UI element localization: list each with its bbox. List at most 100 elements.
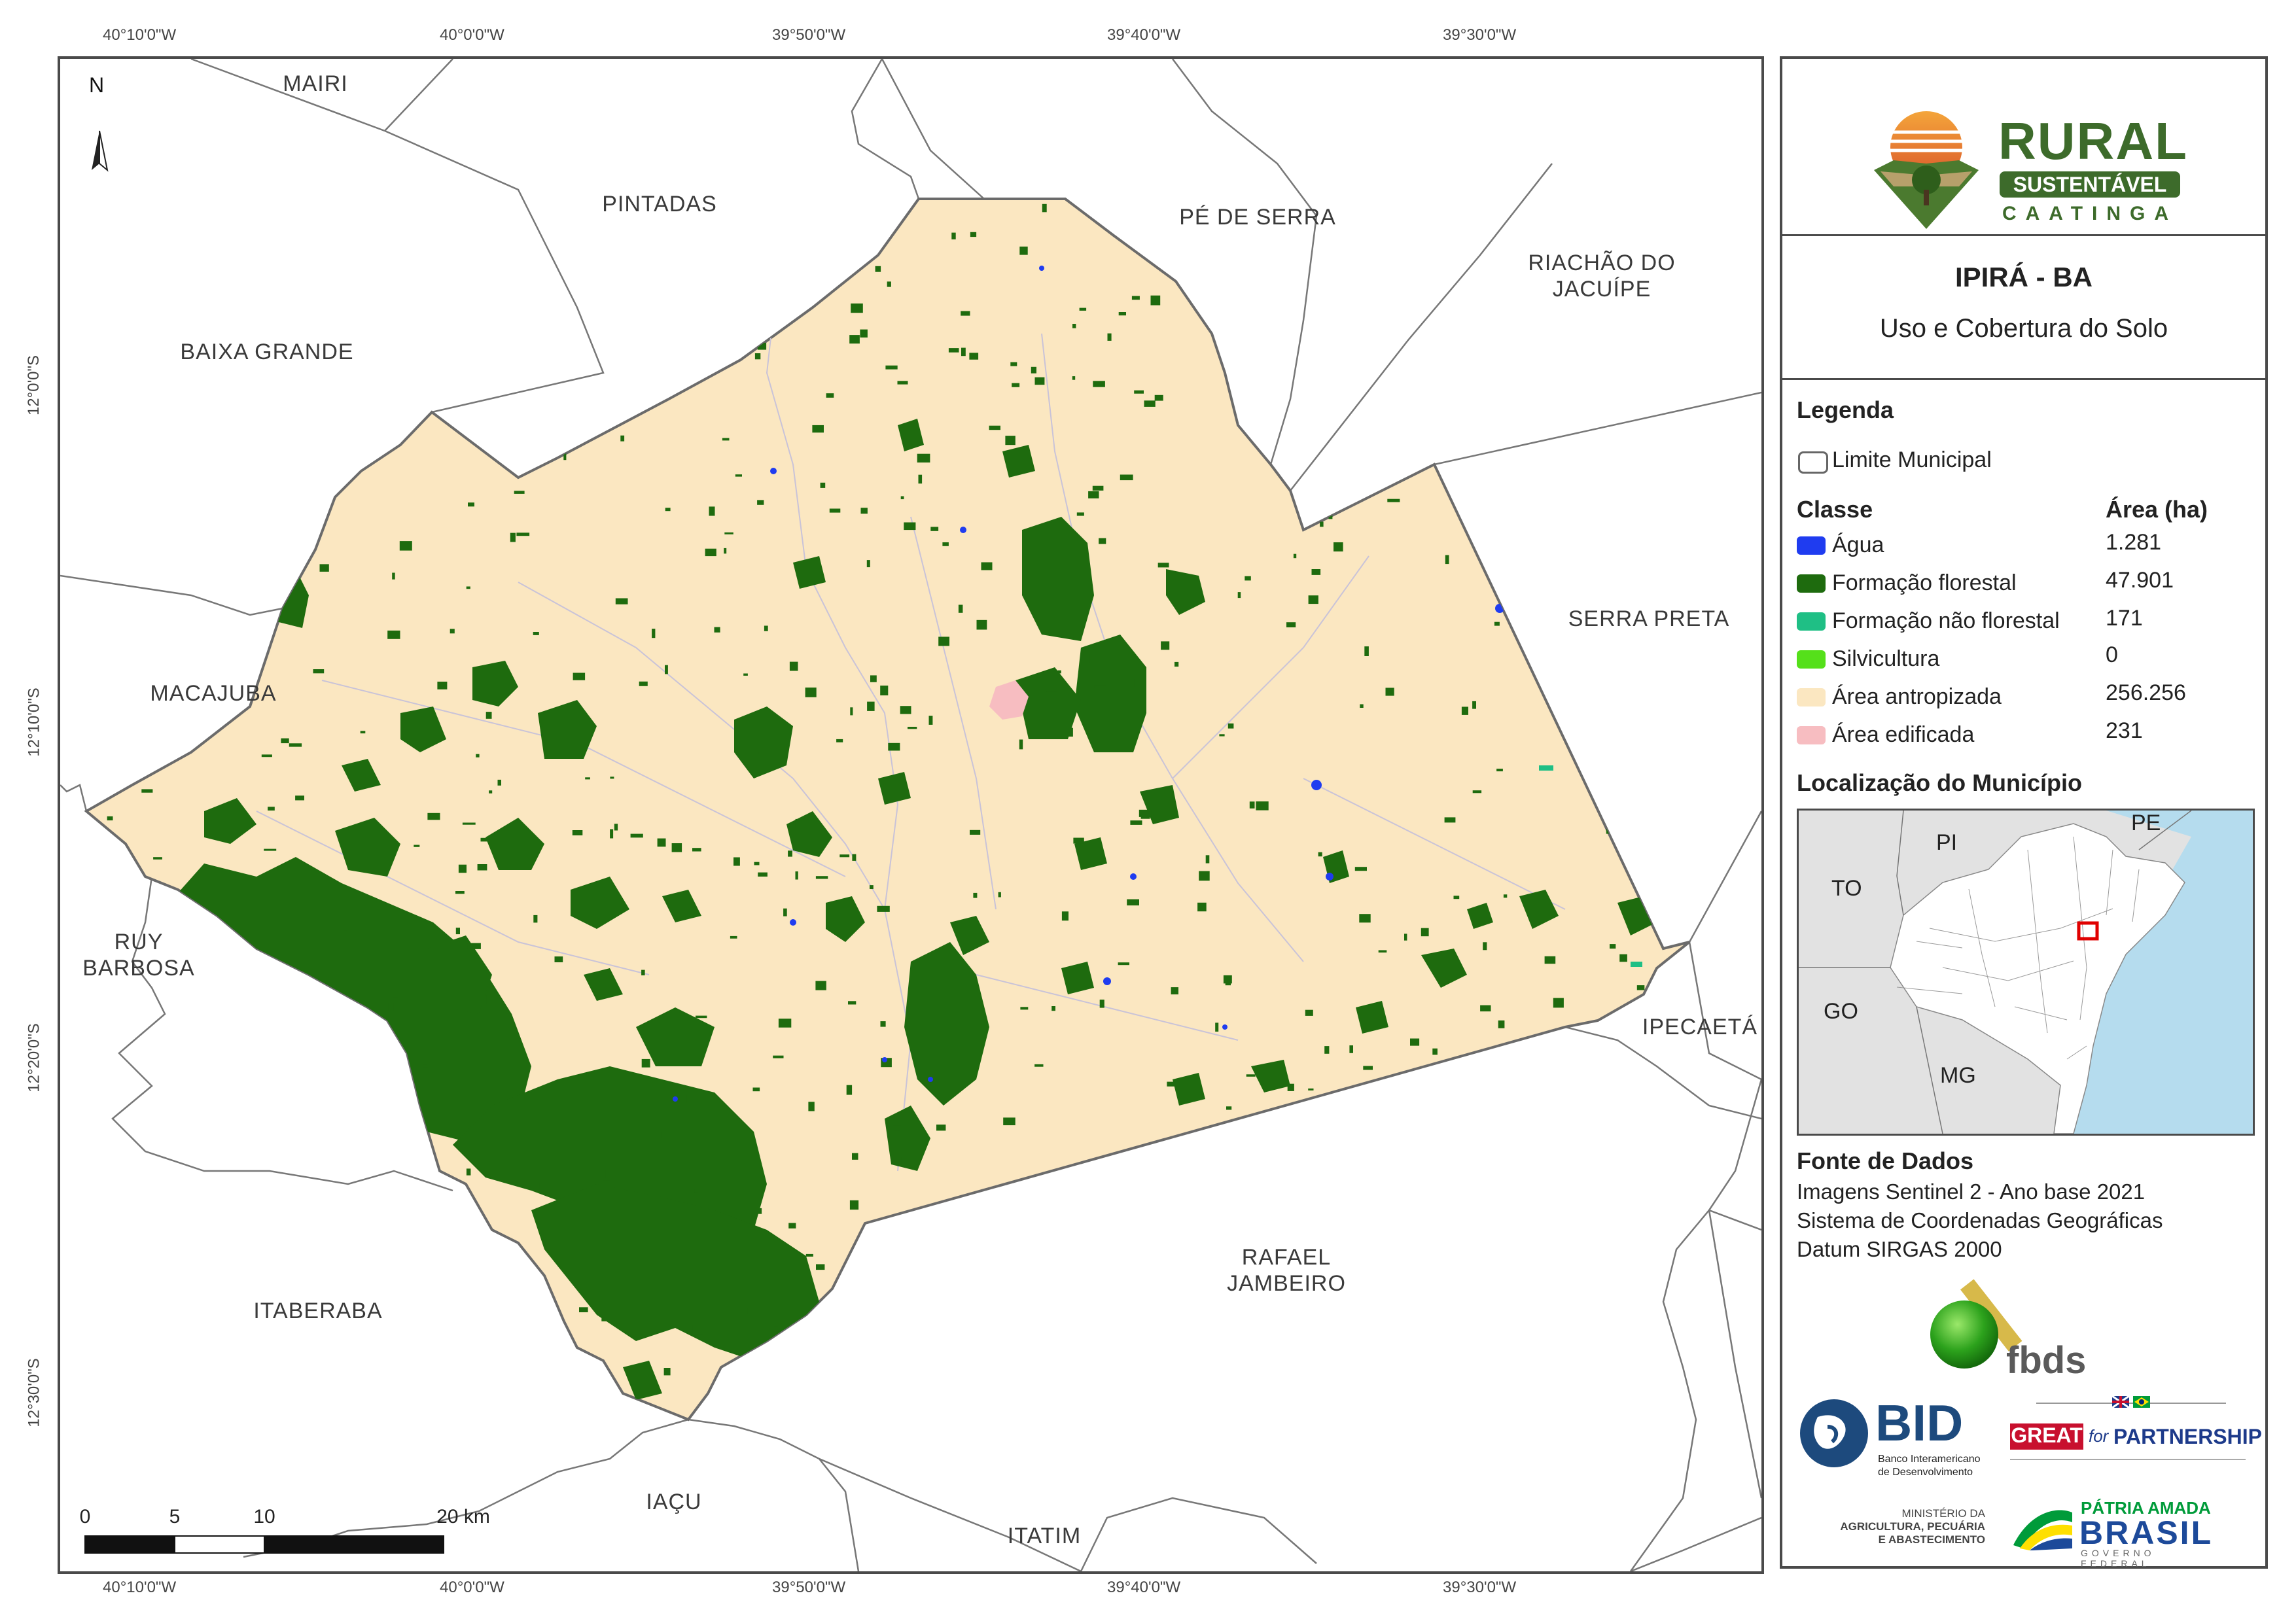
label-riachao-1: RIACHÃO DO (1528, 251, 1676, 275)
forest-patch (1636, 985, 1645, 990)
label-rafael-1: RAFAEL (1241, 1245, 1332, 1270)
fbds-logo: fbds (1926, 1276, 2096, 1382)
forest-patch (815, 876, 828, 879)
forest-patch (812, 425, 824, 433)
for-text: for (2089, 1426, 2109, 1446)
forest-patch (203, 945, 216, 951)
forest-patch (1076, 512, 1084, 516)
forest-patch (1308, 1088, 1314, 1091)
forest-patch (395, 1375, 400, 1384)
flags-divider (2036, 1403, 2226, 1404)
forest-patch (1003, 1117, 1016, 1126)
forest-patch (705, 548, 716, 557)
forest-patch (1354, 867, 1367, 871)
forest-patch (360, 731, 366, 734)
great-text: GREAT (2011, 1423, 2083, 1447)
forest-patch (287, 580, 295, 590)
forest-patch (1483, 942, 1487, 951)
forest-patch (563, 453, 567, 461)
forest-patch (477, 1357, 482, 1365)
forest-patch (480, 837, 489, 842)
forest-patch (387, 630, 400, 639)
forest-patch (1041, 1347, 1046, 1356)
forest-patch (1061, 911, 1069, 921)
ipira-municipality[interactable] (84, 198, 1691, 1422)
forest-patch (149, 474, 161, 477)
forest-patch (1392, 1149, 1396, 1154)
scale-label-20: 20 km (436, 1506, 490, 1527)
forest-patch (121, 239, 129, 247)
forest-patch (1150, 295, 1161, 305)
forest-patch (296, 1168, 308, 1172)
forest-patch (788, 850, 792, 857)
forest-patch (1318, 852, 1322, 857)
forest-patch (1139, 809, 1152, 817)
forest-patch (1341, 369, 1345, 372)
forest-patch (109, 732, 117, 739)
forest-patch (219, 336, 224, 339)
forest-patch (852, 1153, 858, 1160)
forest-patch (891, 1367, 895, 1372)
forest-patch (758, 752, 766, 754)
partnership-text: PARTNERSHIP (2113, 1425, 2262, 1448)
scale-label-5: 5 (169, 1506, 181, 1527)
forest-patch (1324, 1046, 1330, 1054)
forest-patch (900, 706, 911, 714)
coord-bottom-1: 40°10'0"W (103, 1579, 177, 1596)
forest-patch (1619, 1289, 1625, 1293)
forest-patch (249, 1373, 262, 1380)
forest-patch (1072, 324, 1076, 328)
forest-patch (1540, 237, 1546, 241)
forest-patch (620, 435, 625, 442)
swatch-silviculture (1797, 650, 1826, 669)
great-badge (2010, 1423, 2083, 1450)
map-frame[interactable]: N MAIRI PINTADAS PÉ DE SERRA RIACHÃO DO … (58, 56, 1764, 1574)
forest-patch (1025, 703, 1031, 711)
forest-patch (1207, 1212, 1220, 1216)
forest-patch (1256, 801, 1269, 811)
forest-patch (1118, 312, 1126, 316)
forest-patch (251, 461, 262, 464)
location-inset-map[interactable]: PI PE TO GO MG (1797, 809, 2255, 1136)
forest-patch (1311, 1098, 1322, 1102)
forest-patch (849, 1200, 859, 1210)
forest-patch (309, 1083, 319, 1094)
forest-patch (1394, 1401, 1398, 1410)
forest-patch (477, 864, 487, 871)
forest-patch (397, 992, 402, 995)
coord-top-5: 39°30'0"W (1443, 26, 1517, 44)
forest-patch (1404, 404, 1417, 414)
bid-logo: BID Banco Interamericano de Desenvolvime… (1798, 1393, 1994, 1478)
forest-patch (1444, 817, 1456, 823)
forest-patch (1480, 1005, 1491, 1012)
forest-patch (1360, 704, 1364, 708)
forest-patch (665, 665, 668, 674)
forest-patch (610, 829, 614, 839)
forest-patch (805, 1253, 813, 1257)
forest-patch (332, 406, 338, 413)
forest-patch (1646, 712, 1658, 716)
forest-patch (1636, 650, 1647, 659)
forest-patch (888, 742, 900, 751)
forest-patch (1636, 209, 1641, 217)
forest-patch (1587, 1164, 1597, 1168)
forest-patch (614, 824, 618, 831)
forest-patch (757, 500, 764, 505)
map-canvas[interactable] (60, 59, 1761, 1571)
forest-patch (981, 562, 993, 570)
forest-patch (561, 1418, 565, 1420)
forest-patch (860, 329, 868, 338)
forest-patch (1161, 641, 1170, 650)
forest-patch (160, 437, 172, 440)
bahia-state[interactable] (1890, 823, 2185, 1134)
boundary-swatch (1798, 451, 1828, 474)
forest-patch (849, 335, 860, 344)
forest-patch (722, 1266, 733, 1274)
sources-heading: Fonte de Dados (1797, 1147, 1974, 1174)
forest-patch (696, 313, 705, 317)
forest-patch (366, 1402, 374, 1406)
forest-patch (1116, 1382, 1123, 1387)
state-mg: MG (1940, 1063, 1976, 1088)
forest-patch (1523, 1056, 1535, 1060)
forest-patch (970, 232, 977, 237)
